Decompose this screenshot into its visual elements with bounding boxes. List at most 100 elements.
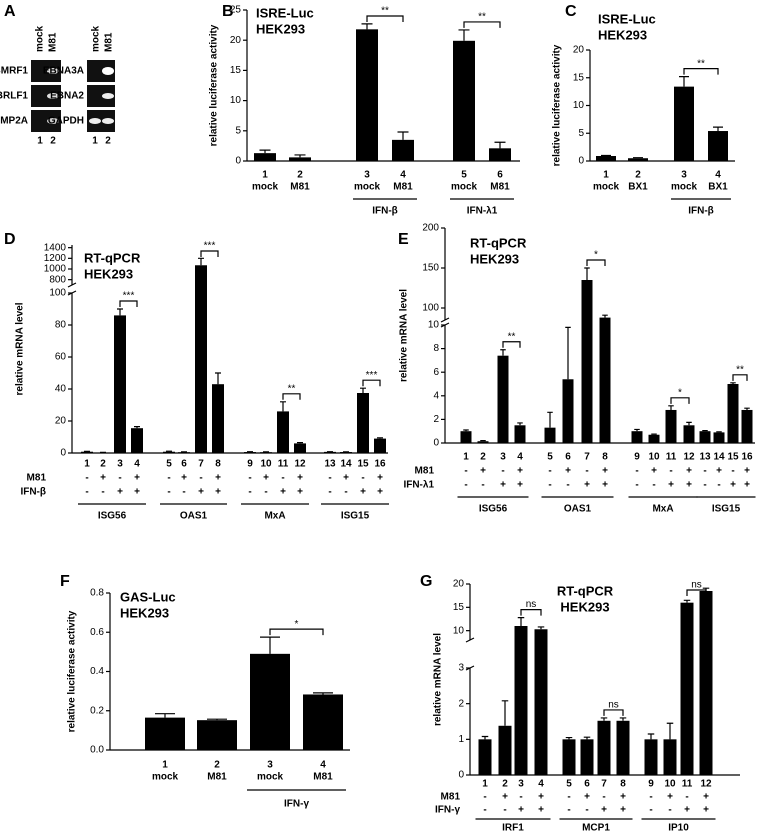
row-mark: - [464,480,467,491]
row-mark: - [118,473,121,484]
x-tick-label: 14 [713,452,725,463]
y-tick-label: 3 [458,663,464,674]
x-tick-label: 5 [166,459,172,470]
chart-subtitle: HEK293 [560,599,609,614]
bar [277,411,289,453]
error-bar [730,382,736,384]
bar [497,355,509,443]
y-tick-label: 0.4 [90,666,104,677]
row-mark: + [686,480,692,491]
error-bar [668,405,674,410]
bar [741,409,753,443]
significance-label: ns [526,599,537,610]
error-bar [713,126,723,132]
axis-break [440,322,450,328]
x-tick-label: 1 [463,452,469,463]
row-mark: + [377,487,383,498]
error-bar [716,431,722,433]
error-bar [600,717,608,721]
error-bar [683,599,691,603]
error-bar [702,430,708,432]
gel-lane-box [31,110,61,132]
bar [244,452,256,453]
row-label: M81 [415,466,435,477]
x-tick-label: 2 [635,170,641,181]
row-mark: + [517,480,523,491]
group-label: ISG15 [341,511,370,522]
sig-bracket [362,379,381,387]
row-mark: + [686,466,692,477]
error-bar [397,131,409,140]
row-label: M81 [441,792,461,803]
x-tick-label: 8 [602,452,608,463]
lane-label: mock [35,25,46,52]
error-bar [377,437,383,439]
sig-bracket [586,259,606,266]
x-tick-label: 6 [565,452,571,463]
y-axis-label: relative mRNA level [399,289,410,382]
significance-label: ** [697,58,705,69]
row-mark: + [703,792,709,803]
x-tick-label: 4 [134,459,140,470]
y-tick-label: 10 [230,95,242,106]
x-tick-label: 2 [100,459,106,470]
row-mark: - [361,473,364,484]
row-mark: + [584,480,590,491]
row-mark: - [167,487,170,498]
bar [254,153,276,161]
row-mark: - [481,480,484,491]
y-tick-label: 15 [230,65,242,76]
row-mark: + [100,473,106,484]
bar [163,451,175,453]
panel-letter: A [4,3,16,20]
bar [195,265,207,453]
row-mark: - [548,480,551,491]
y-tick-label: 25 [230,5,242,16]
x-tick-label: 7 [601,779,607,790]
row-mark: - [669,466,672,477]
row-mark: - [248,487,251,498]
x-tick-label: 11 [278,459,289,470]
axis-break [465,637,475,643]
row-mark: - [635,466,638,477]
y-tick-label: 0 [433,438,439,449]
error-bar [583,736,591,740]
row-mark: + [602,480,608,491]
y-tick-label: 80 [55,320,67,331]
y-axis-label: relative mRNA level [15,302,26,395]
row-mark: + [703,805,709,816]
error-bar [280,401,286,412]
row-mark: + [668,480,674,491]
significance-label: ns [691,580,702,591]
row-mark: + [480,466,486,477]
bar [534,629,548,775]
gene-label: EBNA3A [43,66,84,77]
row-mark: + [502,792,508,803]
row-mark: - [652,480,655,491]
x-tick-label: 7 [584,452,590,463]
y-tick-label: 10 [453,625,465,636]
panel-letter: G [420,573,432,590]
x-tick-label: 5 [461,170,467,181]
row-mark: - [649,805,652,816]
chart-subtitle: HEK293 [120,605,169,620]
x-tick-label: 4 [400,170,406,181]
significance-label: ns [608,700,619,711]
group-label: ISG56 [479,504,508,515]
row-mark: - [519,792,522,803]
bar [260,452,272,453]
row-mark: + [117,487,123,498]
group-label: OAS1 [180,511,208,522]
error-bar [198,257,204,266]
error-bar [494,141,506,149]
x-tick-label: 11 [682,779,693,790]
x-sublabel: M81 [313,772,333,783]
bar [460,431,472,443]
x-tick-label: 9 [247,459,253,470]
bar [514,425,526,443]
bar [303,694,343,750]
row-mark: - [731,466,734,477]
row-mark: + [602,466,608,477]
error-bar [517,617,525,626]
error-bar [134,426,140,429]
